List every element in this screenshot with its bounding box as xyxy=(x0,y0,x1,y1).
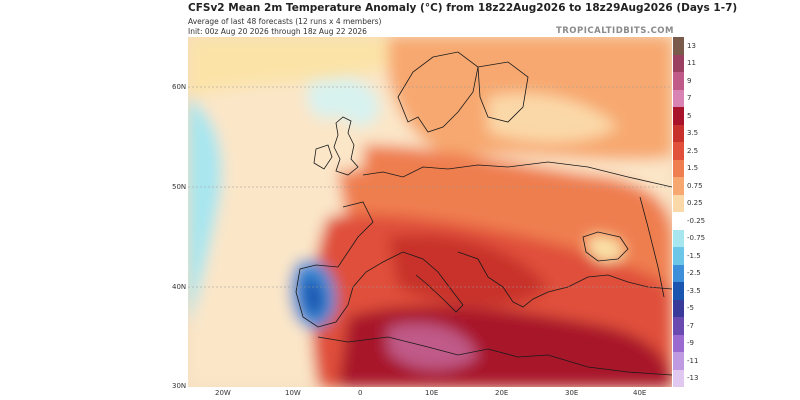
colorbar-tick-label: -0.75 xyxy=(687,234,706,243)
colorbar-swatch xyxy=(673,352,684,370)
lon-label-10e: 10E xyxy=(425,389,439,397)
anomaly-map xyxy=(188,37,672,387)
lon-label-20w: 20W xyxy=(215,389,231,397)
graticule xyxy=(188,86,672,288)
colorbar-tick-label: 0.25 xyxy=(687,199,703,208)
colorbar-tick-label: 13 xyxy=(687,41,696,50)
colorbar-swatch xyxy=(673,282,684,300)
colorbar-tick-label: -11 xyxy=(687,356,699,365)
colorbar-swatch xyxy=(673,194,684,212)
colorbar-swatch xyxy=(673,72,684,90)
lon-label-20e: 20E xyxy=(495,389,509,397)
colorbar-tick-label: 0.75 xyxy=(687,181,703,190)
lat-label-50n: 50N xyxy=(172,183,187,191)
colorbar-swatch xyxy=(673,159,684,177)
colorbar-tick-label: -13 xyxy=(687,374,699,383)
colorbar-swatch xyxy=(673,89,684,107)
colorbar-swatch xyxy=(673,54,684,72)
colorbar-swatch xyxy=(673,107,684,125)
colorbar-tick-label: 3.5 xyxy=(687,129,699,138)
map-subtitle-forecasts: Average of last 48 forecasts (12 runs x … xyxy=(188,17,382,26)
colorbar-swatch xyxy=(673,247,684,265)
map-subtitle-init: Init: 00z Aug 20 2026 through 18z Aug 22… xyxy=(188,27,367,36)
anomaly-map-graphic xyxy=(188,37,672,387)
colorbar-swatch xyxy=(673,317,684,335)
colorbar-tick-label: -3.5 xyxy=(687,286,701,295)
lon-label-40e: 40E xyxy=(633,389,647,397)
colorbar-tick-label: -0.25 xyxy=(687,216,706,225)
colorbar-swatch xyxy=(673,229,684,247)
colorbar-tick-label: -9 xyxy=(687,339,694,348)
colorbar-swatch xyxy=(673,142,684,160)
colorbar-tick-label: 7 xyxy=(687,94,692,103)
lon-label-0: 0 xyxy=(358,389,363,397)
lat-label-30n: 30N xyxy=(172,382,187,390)
lat-label-40n: 40N xyxy=(172,283,187,291)
colorbar xyxy=(673,37,684,387)
lat-label-60n: 60N xyxy=(172,83,187,91)
colorbar-tick-label: 5 xyxy=(687,111,692,120)
lon-label-10w: 10W xyxy=(285,389,301,397)
colorbar-tick-label: -5 xyxy=(687,304,694,313)
colorbar-tick-label: -1.5 xyxy=(687,251,701,260)
colorbar-swatch xyxy=(673,299,684,317)
colorbar-swatch xyxy=(673,124,684,142)
lon-label-30e: 30E xyxy=(565,389,579,397)
colorbar-tick-label: -2.5 xyxy=(687,269,701,278)
colorbar-swatch xyxy=(673,177,684,195)
colorbar-swatch xyxy=(673,264,684,282)
colorbar-swatch xyxy=(673,369,684,387)
colorbar-swatch xyxy=(673,37,684,55)
colorbar-swatch xyxy=(673,212,684,230)
brand-watermark: TROPICALTIDBITS.COM xyxy=(555,26,674,36)
colorbar-tick-label: 2.5 xyxy=(687,146,699,155)
colorbar-tick-label: 1.5 xyxy=(687,164,699,173)
colorbar-tick-label: 11 xyxy=(687,59,696,68)
map-title: CFSv2 Mean 2m Temperature Anomaly (°C) f… xyxy=(188,2,738,14)
colorbar-tick-label: -7 xyxy=(687,321,694,330)
coastlines xyxy=(295,51,672,376)
colorbar-swatch xyxy=(673,334,684,352)
colorbar-tick-label: 9 xyxy=(687,76,692,85)
